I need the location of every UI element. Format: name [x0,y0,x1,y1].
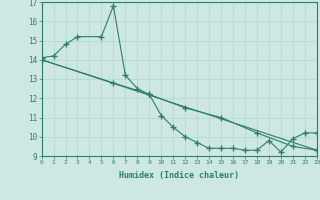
X-axis label: Humidex (Indice chaleur): Humidex (Indice chaleur) [119,171,239,180]
